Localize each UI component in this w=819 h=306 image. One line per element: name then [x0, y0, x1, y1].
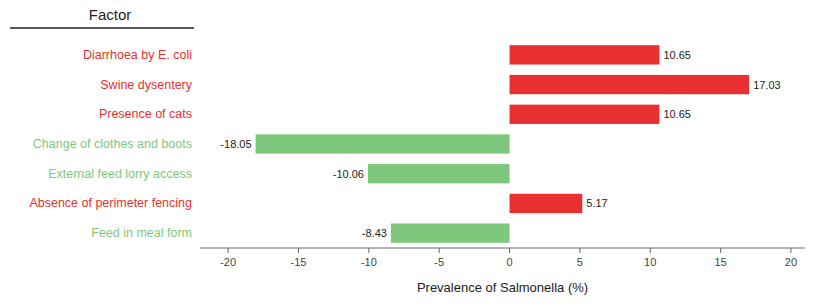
category-label: Feed in meal form [91, 226, 192, 240]
bar [368, 164, 510, 183]
x-tick [579, 248, 580, 253]
x-tick [368, 248, 369, 253]
category-label: Absence of perimeter fencing [29, 196, 192, 210]
bar [510, 75, 750, 94]
x-tick [720, 248, 721, 253]
category-label: Swine dysentery [100, 78, 192, 92]
x-axis-label: Prevalence of Salmonella (%) [417, 280, 588, 295]
category-label: Change of clothes and boots [33, 137, 192, 151]
x-tick [509, 248, 510, 253]
data-label: -18.05 [220, 138, 251, 150]
x-tick [228, 248, 229, 253]
category-label: External feed lorry access [48, 167, 192, 181]
x-tick-label: 10 [644, 256, 656, 268]
x-tick-label: 0 [506, 256, 512, 268]
x-tick [439, 248, 440, 253]
data-label: -8.43 [362, 227, 387, 239]
data-label: -10.06 [333, 168, 364, 180]
x-axis-line [200, 248, 805, 249]
chart: Factor -8.43 5.17 -10.06 -18.05 10.65 17.03 10.… [0, 0, 819, 306]
data-label: 5.17 [586, 197, 607, 209]
bar [510, 45, 660, 64]
data-label: 10.65 [663, 108, 691, 120]
data-label: 17.03 [753, 79, 781, 91]
bar [510, 105, 660, 124]
x-tick [790, 248, 791, 253]
title-underline [10, 27, 194, 29]
x-tick-label: 5 [577, 256, 583, 268]
x-tick-label: 20 [785, 256, 797, 268]
bar [510, 194, 583, 213]
title: Factor [89, 6, 132, 23]
x-tick [298, 248, 299, 253]
x-tick-label: -15 [291, 256, 307, 268]
data-label: 10.65 [663, 49, 691, 61]
bar [256, 134, 510, 153]
x-tick-label: 15 [714, 256, 726, 268]
bars [256, 45, 750, 243]
category-label: Diarrhoea by E. coli [83, 48, 192, 62]
x-tick-label: -5 [434, 256, 444, 268]
bar [391, 223, 510, 242]
x-tick-label: -10 [361, 256, 377, 268]
x-tick [650, 248, 651, 253]
category-label: Presence of cats [99, 107, 192, 121]
x-tick-label: -20 [220, 256, 236, 268]
